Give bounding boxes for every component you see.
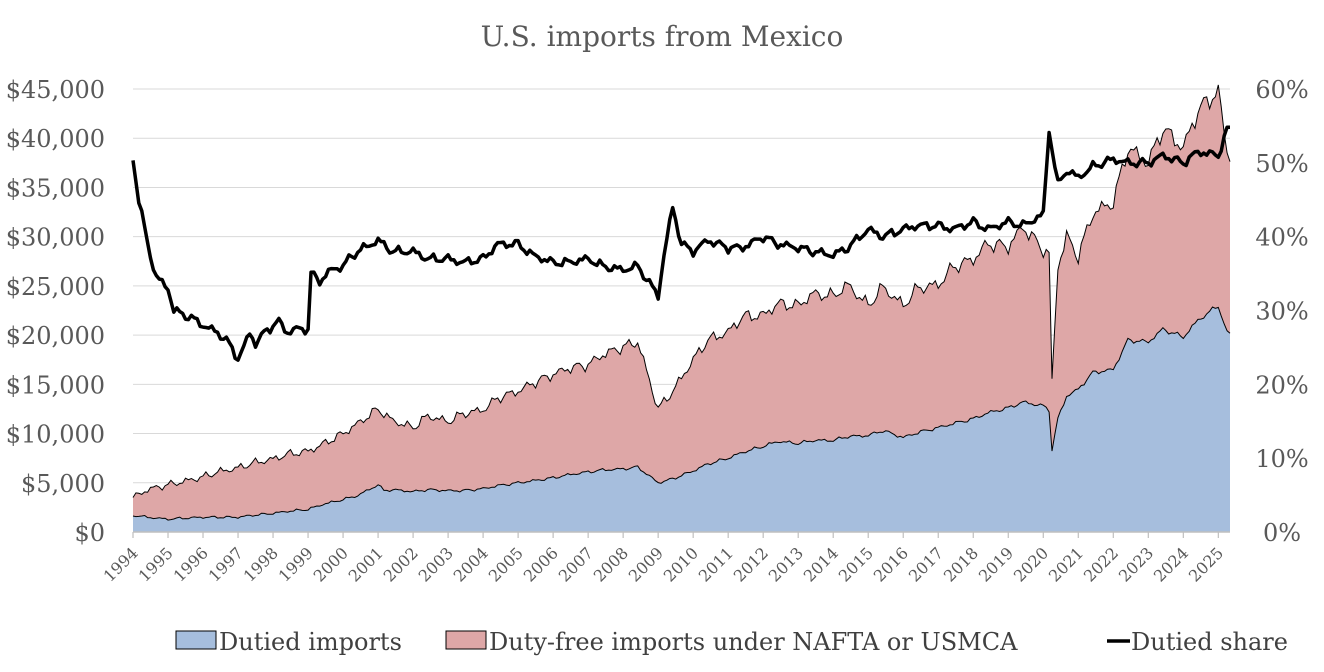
x-tick-label: 2015 bbox=[835, 543, 877, 585]
x-tick-label: 2013 bbox=[765, 543, 807, 585]
dutied-outline bbox=[132, 306, 1231, 521]
x-tick-label: 2001 bbox=[345, 543, 387, 585]
x-tick-label: 1997 bbox=[205, 543, 247, 585]
x-tick-label: 2023 bbox=[1115, 543, 1157, 585]
x-tick-label: 2022 bbox=[1080, 543, 1122, 585]
x-tick-label: 2019 bbox=[975, 543, 1017, 585]
x-tick-label: 2009 bbox=[625, 543, 667, 585]
x-tick-label: 1994 bbox=[100, 543, 142, 585]
x-tick-label: 2014 bbox=[800, 543, 842, 585]
total-outline bbox=[132, 84, 1231, 498]
share-line bbox=[131, 125, 1230, 362]
y-right-tick-label: 0% bbox=[1263, 519, 1301, 547]
y-left-tick-label: $35,000 bbox=[6, 174, 105, 202]
dutied-area bbox=[133, 307, 1230, 532]
x-tick-label: 2010 bbox=[660, 543, 702, 585]
stacked-areas bbox=[132, 84, 1231, 533]
x-tick-label: 1998 bbox=[240, 543, 282, 585]
x-tick-label: 2008 bbox=[590, 543, 632, 585]
x-tick-label: 2017 bbox=[905, 543, 947, 585]
y-right-tick-label: 20% bbox=[1255, 371, 1308, 399]
x-tick-label: 1996 bbox=[170, 543, 212, 585]
y-left-tick-label: $30,000 bbox=[6, 224, 105, 252]
gridlines bbox=[133, 88, 1230, 484]
y-left-tick-label: $0 bbox=[74, 519, 105, 547]
x-tick-label: 2025 bbox=[1185, 543, 1227, 585]
x-tick-label: 2020 bbox=[1010, 543, 1052, 585]
duty-free-area bbox=[133, 84, 1230, 533]
x-tick-label: 1995 bbox=[135, 543, 177, 585]
y-left-tick-label: $40,000 bbox=[6, 125, 105, 153]
x-tick-label: 2000 bbox=[310, 543, 352, 585]
x-tick-label: 2005 bbox=[485, 543, 527, 585]
y-right-tick-label: 50% bbox=[1255, 150, 1308, 178]
legend-label-dutied: Dutied imports bbox=[219, 628, 402, 656]
y-right-tick-label: 60% bbox=[1255, 76, 1308, 104]
y-left-tick-label: $25,000 bbox=[6, 273, 105, 301]
y-left-tick-label: $20,000 bbox=[6, 322, 105, 350]
x-tick-label: 2003 bbox=[415, 543, 457, 585]
x-tick-label: 2012 bbox=[730, 543, 772, 585]
left-axis-ticks: $0 $5,000 $10,000 $15,000 $20,000 $25,000 $30,… bbox=[6, 76, 105, 547]
x-tick-label: 2018 bbox=[940, 543, 982, 585]
x-tick-label: 2016 bbox=[870, 543, 912, 585]
dutied-share-line bbox=[131, 125, 1230, 362]
y-right-tick-label: 40% bbox=[1255, 224, 1308, 252]
legend-swatch-duty-free bbox=[445, 630, 487, 650]
y-left-tick-label: $5,000 bbox=[21, 470, 105, 498]
right-axis-ticks: 0% 10% 20% 30% 40% 50% 60% bbox=[1255, 76, 1308, 547]
y-left-tick-label: $45,000 bbox=[6, 76, 105, 104]
chart-title: U.S. imports from Mexico bbox=[481, 20, 844, 53]
x-tick-label: 2002 bbox=[380, 543, 422, 585]
legend-swatch-dutied bbox=[175, 630, 217, 650]
x-tick-label: 2021 bbox=[1045, 543, 1087, 585]
x-tick-label: 2024 bbox=[1150, 543, 1192, 585]
legend: Dutied imports Duty-free imports under NA… bbox=[175, 628, 1288, 656]
legend-label-duty-free: Duty-free imports under NAFTA or USMCA bbox=[489, 628, 1018, 656]
y-left-tick-label: $15,000 bbox=[6, 371, 105, 399]
x-tick-label: 2011 bbox=[695, 543, 737, 585]
x-axis-ticks: 1994199519961997199819992000200120022003… bbox=[100, 532, 1227, 586]
x-tick-label: 2006 bbox=[520, 543, 562, 585]
y-right-tick-label: 30% bbox=[1255, 298, 1308, 326]
x-tick-label: 2007 bbox=[555, 543, 597, 585]
x-tick-label: 1999 bbox=[275, 543, 317, 585]
y-left-tick-label: $10,000 bbox=[6, 421, 105, 449]
legend-label-share: Dutied share bbox=[1131, 628, 1288, 656]
y-right-tick-label: 10% bbox=[1255, 445, 1308, 473]
x-tick-label: 2004 bbox=[450, 543, 492, 585]
